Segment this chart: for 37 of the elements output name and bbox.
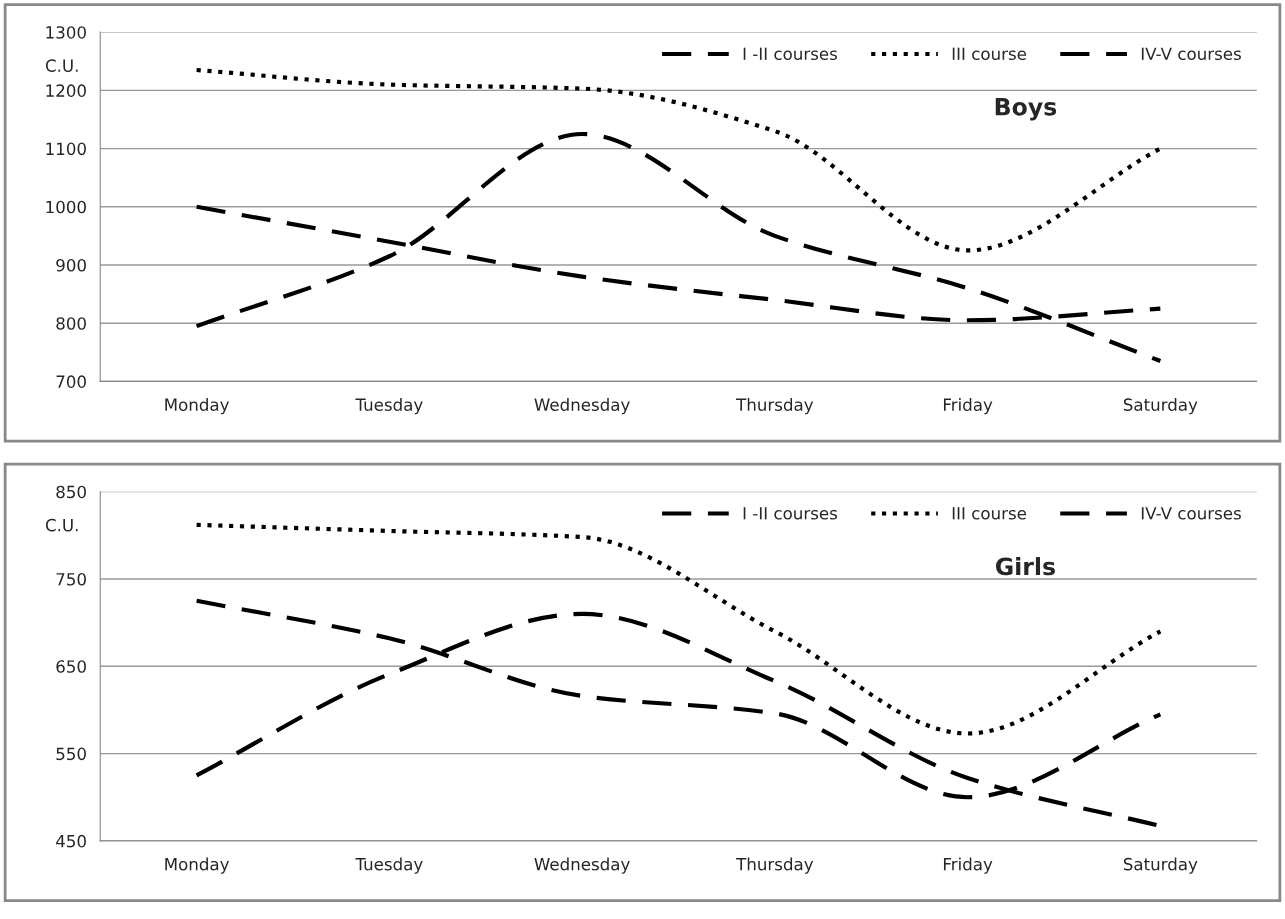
x-tick-label: Monday: [165, 398, 230, 415]
x-tick-label: Saturday: [1123, 398, 1198, 415]
legend-label: III course: [952, 507, 1027, 520]
x-tick-label: Friday: [943, 857, 993, 874]
legend-label: IV-V courses: [1141, 47, 1241, 61]
x-tick-label: Tuesday: [355, 398, 423, 415]
y-tick-label: 900: [56, 258, 86, 272]
text: Boys: [995, 98, 1057, 121]
line-series: [194, 131, 1163, 364]
legend-label: I -II courses: [743, 47, 838, 61]
y-tick-label: 650: [56, 660, 86, 673]
y-tick-label: 1000: [46, 200, 86, 214]
x-tick-label: Tuesday: [355, 857, 423, 874]
y-axis-title: C.U.: [45, 59, 78, 72]
legend-label: III course: [952, 47, 1027, 61]
y-tick-label: 800: [56, 317, 86, 330]
text: Girls: [995, 557, 1055, 576]
x-tick-label: Monday: [165, 857, 230, 874]
y-tick-label: 700: [56, 375, 86, 388]
legend-label: IV-V courses: [1141, 507, 1241, 520]
x-tick-label: Wednesday: [534, 398, 630, 415]
y-tick-label: 1200: [46, 84, 86, 97]
y-tick-label: 550: [56, 747, 86, 761]
x-tick-label: Wednesday: [534, 857, 630, 874]
x-tick-label: Saturday: [1123, 857, 1198, 874]
y-axis-title: C.U.: [45, 518, 78, 532]
line-series: [194, 67, 1163, 253]
y-tick-label: 750: [56, 572, 86, 586]
x-tick-label: Thursday: [736, 398, 814, 415]
legend-label: I -II courses: [743, 507, 838, 520]
y-tick-label: 450: [56, 834, 86, 848]
x-tick-label: Thursday: [736, 857, 814, 874]
line-series: [194, 522, 1163, 736]
y-tick-label: 850: [56, 485, 86, 499]
x-tick-label: Friday: [943, 398, 993, 415]
y-tick-label: 1100: [46, 142, 86, 156]
y-tick-label: 1300: [46, 26, 86, 39]
